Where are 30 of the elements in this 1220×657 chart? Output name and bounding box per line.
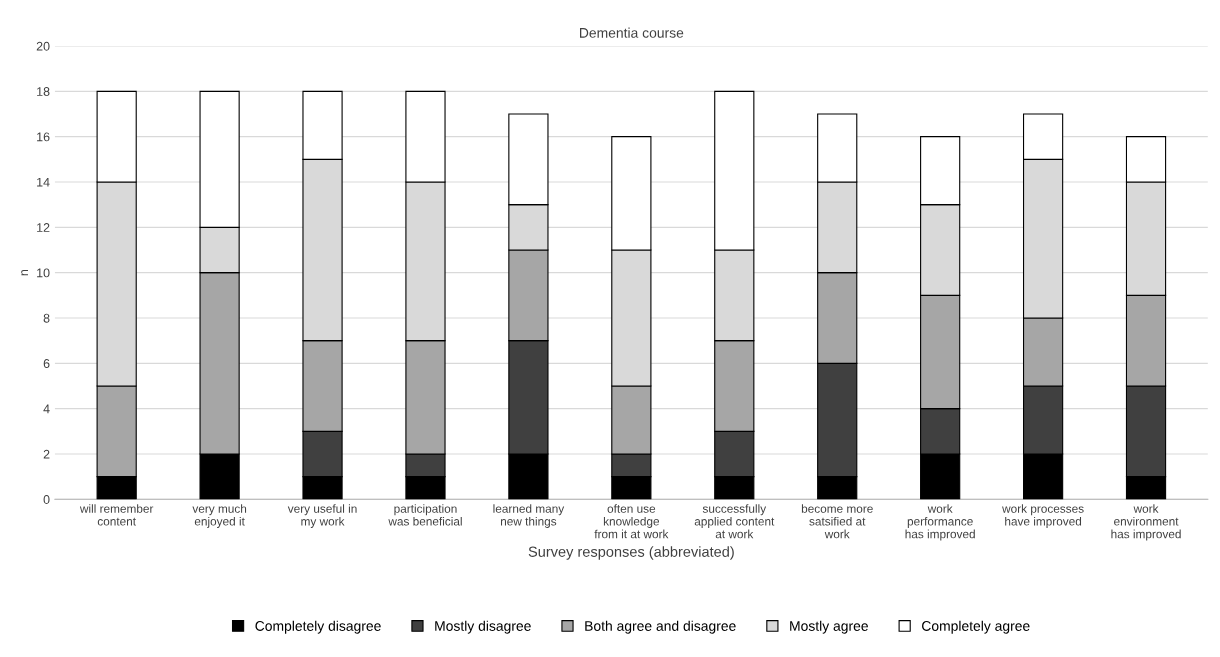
legend-label: Mostly agree bbox=[790, 620, 868, 634]
y-tick-label: 8 bbox=[43, 313, 50, 323]
x-tick-label: successfully applied content at work bbox=[694, 504, 775, 539]
x-tick-label: become more satsified at work bbox=[801, 504, 873, 539]
y-tick-label: 14 bbox=[37, 177, 50, 187]
y-tick-label: 16 bbox=[37, 132, 50, 142]
legend-label: Completely disagree bbox=[255, 620, 381, 634]
x-tick-label: work processes have improved bbox=[1002, 504, 1084, 528]
y-tick-label: 2 bbox=[43, 449, 50, 459]
legend-label: Mostly disagree bbox=[435, 620, 531, 634]
y-tick-label: 12 bbox=[37, 223, 50, 232]
x-tick-label: learned many new things bbox=[493, 504, 565, 528]
chart-title: Dementia course bbox=[580, 27, 684, 38]
x-tick-label: often use knowledge from it at work bbox=[594, 504, 669, 539]
y-tick-label: 20 bbox=[36, 41, 50, 51]
y-tick-label: 0 bbox=[43, 495, 50, 504]
y-tick-label: 6 bbox=[43, 359, 50, 368]
x-tick-label: work performance has improved bbox=[905, 504, 975, 541]
x-tick-label: very much enjoyed it bbox=[192, 504, 247, 528]
x-tick-label: participation was beneficial bbox=[388, 504, 462, 526]
y-tick-label: 18 bbox=[37, 87, 50, 96]
y-tick-label: 4 bbox=[43, 404, 50, 414]
y-tick-label: 10 bbox=[37, 268, 50, 278]
y-axis-title: n bbox=[21, 269, 28, 276]
legend-label: Completely agree bbox=[922, 620, 1030, 634]
x-tick-label: very useful in my work bbox=[287, 504, 357, 528]
x-axis-title: Survey responses (abbreviated) bbox=[528, 546, 734, 560]
x-tick-label: work environment has improved bbox=[1111, 504, 1181, 541]
x-tick-label: will remember content bbox=[79, 504, 154, 526]
legend-label: Both agree and disagree bbox=[585, 620, 736, 634]
